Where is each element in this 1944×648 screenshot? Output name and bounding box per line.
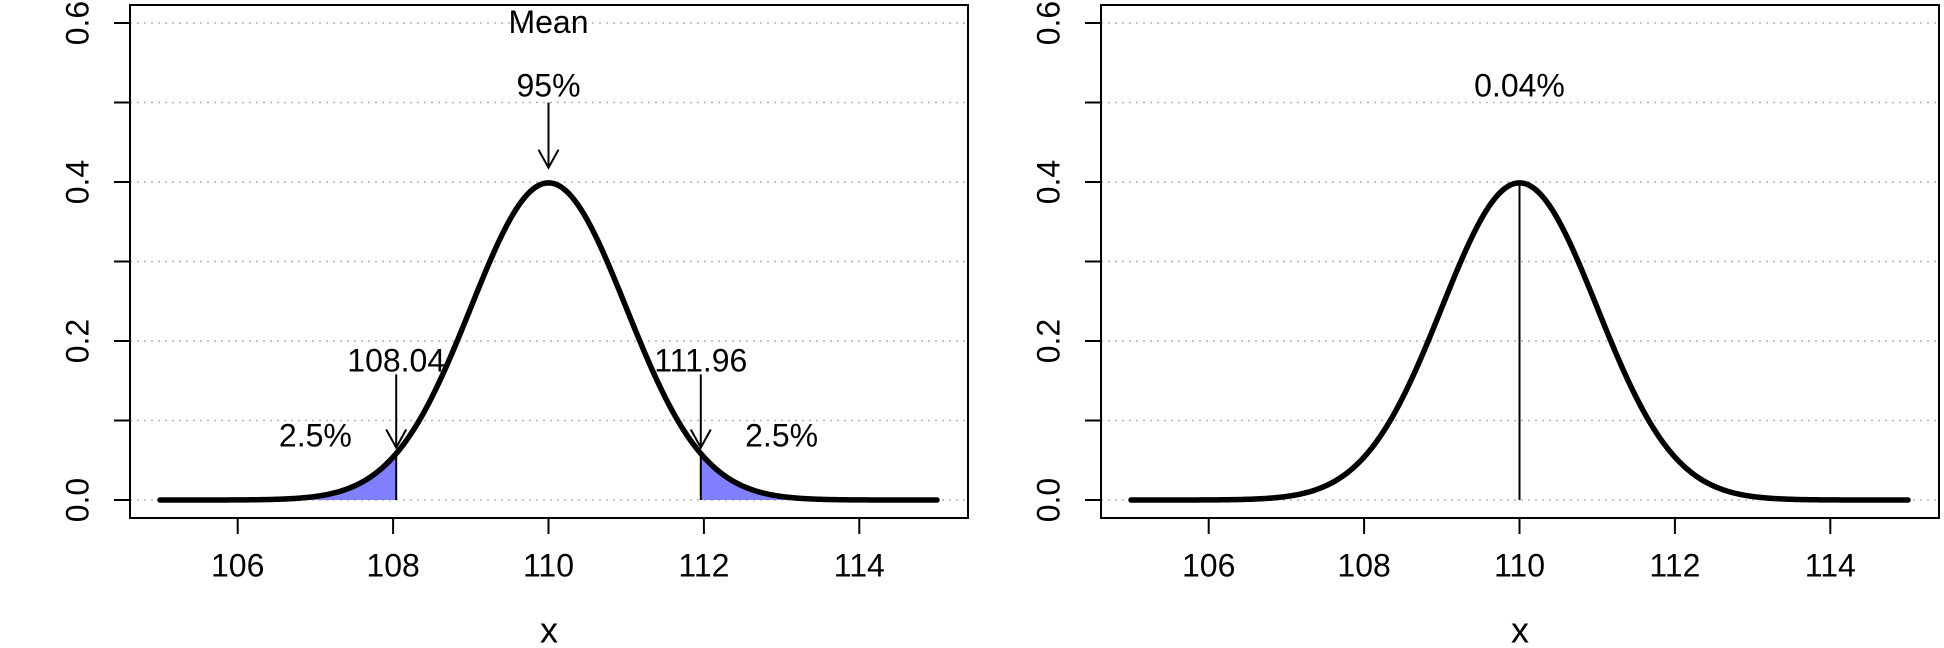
- annotation-label: 111.96: [654, 343, 747, 379]
- density-curve: [157, 180, 940, 503]
- x-tick-label: 112: [1649, 547, 1700, 583]
- arrow-head: [689, 429, 712, 450]
- arrow-head: [385, 429, 408, 450]
- x-axis-label: x: [540, 610, 558, 648]
- x-tick-label: 114: [834, 547, 885, 583]
- right-panel: 0.04% 106 108 110 112 114 x 0.0 0.2 0.4 0.6: [1030, 1, 1940, 648]
- annotation-label: 2.5%: [279, 417, 352, 453]
- left-panel: Mean 95% 108.04 111.96 2.5% 2.5% 106 108 110 112 1…: [59, 1, 969, 648]
- annotation-label: 0.04%: [1474, 68, 1565, 104]
- y-tick-label: 0.0: [1030, 478, 1066, 522]
- x-tick-label: 106: [211, 547, 264, 583]
- x-tick-label: 110: [1494, 547, 1545, 583]
- annotation-label: Mean: [508, 4, 588, 40]
- x-tick-label: 114: [1805, 547, 1856, 583]
- y-tick-label: 0.4: [1030, 160, 1066, 204]
- x-axis-label: x: [1511, 610, 1529, 648]
- y-tick-label: 0.4: [59, 160, 95, 204]
- density-curve: [1128, 180, 1911, 503]
- x-tick-label: 108: [366, 547, 419, 583]
- shaded-tail-region: [700, 453, 937, 500]
- annotation-label: 95%: [516, 68, 580, 104]
- x-tick-label: 112: [678, 547, 729, 583]
- arrow-head: [537, 149, 560, 170]
- y-tick-label: 0.6: [59, 1, 95, 45]
- y-tick-label: 0.2: [59, 319, 95, 363]
- shaded-tail-region: [160, 453, 397, 500]
- y-tick-label: 0.6: [1030, 1, 1066, 45]
- y-tick-label: 0.2: [1030, 319, 1066, 363]
- x-tick-label: 106: [1182, 547, 1235, 583]
- y-tick-label: 0.0: [59, 478, 95, 522]
- annotation-label: 108.04: [347, 343, 445, 379]
- x-tick-label: 110: [523, 547, 574, 583]
- x-tick-label: 108: [1337, 547, 1390, 583]
- annotation-label: 2.5%: [745, 417, 818, 453]
